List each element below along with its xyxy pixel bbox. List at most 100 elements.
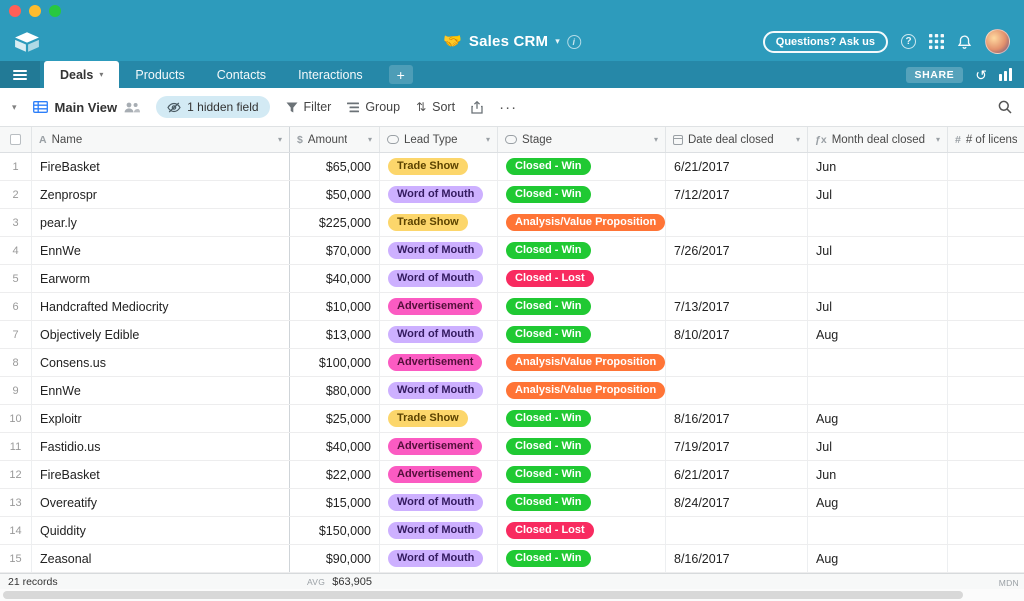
row-number-cell[interactable]: 2 — [0, 181, 32, 208]
cell-month-closed[interactable]: Jun — [808, 153, 948, 180]
amount-summary[interactable]: AVG $63,905 — [0, 576, 380, 588]
row-number-cell[interactable]: 9 — [0, 377, 32, 404]
table-row[interactable]: 4 EnnWe $70,000 Word of Mouth Closed - W… — [0, 237, 1024, 265]
cell-date-closed[interactable]: 8/24/2017 — [666, 489, 808, 516]
cell-stage[interactable]: Closed - Win — [498, 489, 666, 516]
cell-stage[interactable]: Closed - Lost — [498, 265, 666, 292]
cell-month-closed[interactable]: Jul — [808, 293, 948, 320]
cell-amount[interactable]: $40,000 — [290, 265, 380, 292]
cell-amount[interactable]: $25,000 — [290, 405, 380, 432]
cell-date-closed[interactable]: 7/19/2017 — [666, 433, 808, 460]
cell-amount[interactable]: $70,000 — [290, 237, 380, 264]
cell-amount[interactable]: $65,000 — [290, 153, 380, 180]
chevron-down-icon[interactable]: ▾ — [99, 70, 104, 79]
table-row[interactable]: 3 pear.ly $225,000 Trade Show Analysis/V… — [0, 209, 1024, 237]
chevron-down-icon[interactable]: ▾ — [795, 135, 800, 144]
search-icon[interactable] — [998, 100, 1012, 114]
column-header-lead-type[interactable]: Lead Type ▾ — [380, 127, 498, 152]
cell-stage[interactable]: Closed - Lost — [498, 517, 666, 544]
cell-stage[interactable]: Analysis/Value Proposition — [498, 209, 666, 236]
sort-button[interactable]: ⇅ Sort — [416, 100, 455, 114]
cell-licenses[interactable] — [948, 489, 1024, 516]
cell-month-closed[interactable] — [808, 265, 948, 292]
cell-name[interactable]: Objectively Edible — [32, 321, 290, 348]
cell-licenses[interactable] — [948, 181, 1024, 208]
row-number-cell[interactable]: 4 — [0, 237, 32, 264]
collapse-view-bar-chevron-icon[interactable]: ▾ — [12, 101, 17, 112]
cell-licenses[interactable] — [948, 545, 1024, 572]
help-icon[interactable]: ? — [901, 34, 916, 49]
add-table-button[interactable]: + — [388, 65, 413, 84]
table-row[interactable]: 13 Overeatify $15,000 Word of Mouth Clos… — [0, 489, 1024, 517]
cell-licenses[interactable] — [948, 349, 1024, 376]
cell-name[interactable]: FireBasket — [32, 153, 290, 180]
cell-name[interactable]: EnnWe — [32, 237, 290, 264]
select-all-checkbox[interactable] — [10, 134, 21, 145]
table-row[interactable]: 8 Consens.us $100,000 Advertisement Anal… — [0, 349, 1024, 377]
cell-name[interactable]: Earworm — [32, 265, 290, 292]
cell-amount[interactable]: $225,000 — [290, 209, 380, 236]
chevron-down-icon[interactable]: ▾ — [367, 135, 372, 144]
cell-lead-type[interactable]: Word of Mouth — [380, 545, 498, 572]
cell-date-closed[interactable] — [666, 517, 808, 544]
cell-lead-type[interactable]: Advertisement — [380, 433, 498, 460]
row-number-cell[interactable]: 15 — [0, 545, 32, 572]
cell-licenses[interactable] — [948, 321, 1024, 348]
cell-amount[interactable]: $13,000 — [290, 321, 380, 348]
group-button[interactable]: Group — [347, 100, 400, 114]
cell-month-closed[interactable] — [808, 349, 948, 376]
cell-licenses[interactable] — [948, 433, 1024, 460]
cell-lead-type[interactable]: Word of Mouth — [380, 377, 498, 404]
cell-licenses[interactable] — [948, 153, 1024, 180]
chevron-down-icon[interactable]: ▾ — [935, 135, 940, 144]
chevron-down-icon[interactable]: ▾ — [485, 135, 490, 144]
cell-licenses[interactable] — [948, 377, 1024, 404]
horizontal-scrollbar[interactable] — [0, 589, 1024, 601]
cell-licenses[interactable] — [948, 461, 1024, 488]
cell-month-closed[interactable]: Jul — [808, 237, 948, 264]
base-menu-chevron-icon[interactable]: ▾ — [555, 36, 560, 46]
column-header-date-closed[interactable]: Date deal closed ▾ — [666, 127, 808, 152]
cell-month-closed[interactable]: Aug — [808, 489, 948, 516]
questions-ask-us-button[interactable]: Questions? Ask us — [762, 30, 888, 53]
cell-lead-type[interactable]: Advertisement — [380, 461, 498, 488]
cell-amount[interactable]: $40,000 — [290, 433, 380, 460]
cell-name[interactable]: pear.ly — [32, 209, 290, 236]
share-button[interactable]: SHARE — [905, 66, 964, 83]
hidden-fields-button[interactable]: 1 hidden field — [156, 96, 270, 118]
cell-date-closed[interactable]: 6/21/2017 — [666, 461, 808, 488]
row-number-cell[interactable]: 10 — [0, 405, 32, 432]
table-row[interactable]: 11 Fastidio.us $40,000 Advertisement Clo… — [0, 433, 1024, 461]
select-all-cell[interactable] — [0, 127, 32, 152]
cell-stage[interactable]: Analysis/Value Proposition — [498, 377, 666, 404]
table-row[interactable]: 6 Handcrafted Mediocrity $10,000 Adverti… — [0, 293, 1024, 321]
cell-lead-type[interactable]: Word of Mouth — [380, 237, 498, 264]
cell-month-closed[interactable] — [808, 209, 948, 236]
cell-month-closed[interactable]: Aug — [808, 321, 948, 348]
table-row[interactable]: 7 Objectively Edible $13,000 Word of Mou… — [0, 321, 1024, 349]
cell-name[interactable]: Quiddity — [32, 517, 290, 544]
cell-lead-type[interactable]: Word of Mouth — [380, 265, 498, 292]
cell-date-closed[interactable]: 8/16/2017 — [666, 405, 808, 432]
cell-licenses[interactable] — [948, 237, 1024, 264]
column-header-month-closed[interactable]: ƒx Month deal closed ▾ — [808, 127, 948, 152]
filter-button[interactable]: Filter — [286, 100, 331, 114]
row-number-cell[interactable]: 5 — [0, 265, 32, 292]
cell-date-closed[interactable]: 6/21/2017 — [666, 153, 808, 180]
table-row[interactable]: 2 Zenprospr $50,000 Word of Mouth Closed… — [0, 181, 1024, 209]
row-number-cell[interactable]: 6 — [0, 293, 32, 320]
cell-stage[interactable]: Closed - Win — [498, 293, 666, 320]
cell-lead-type[interactable]: Word of Mouth — [380, 517, 498, 544]
zoom-window-button[interactable] — [49, 5, 61, 17]
tab-interactions[interactable]: Interactions — [282, 61, 379, 88]
cell-lead-type[interactable]: Word of Mouth — [380, 489, 498, 516]
cell-lead-type[interactable]: Advertisement — [380, 349, 498, 376]
cell-amount[interactable]: $90,000 — [290, 545, 380, 572]
cell-name[interactable]: Zenprospr — [32, 181, 290, 208]
history-icon[interactable]: ↺ — [975, 66, 987, 83]
cell-name[interactable]: Fastidio.us — [32, 433, 290, 460]
cell-licenses[interactable] — [948, 517, 1024, 544]
row-number-cell[interactable]: 3 — [0, 209, 32, 236]
close-window-button[interactable] — [9, 5, 21, 17]
cell-month-closed[interactable] — [808, 377, 948, 404]
